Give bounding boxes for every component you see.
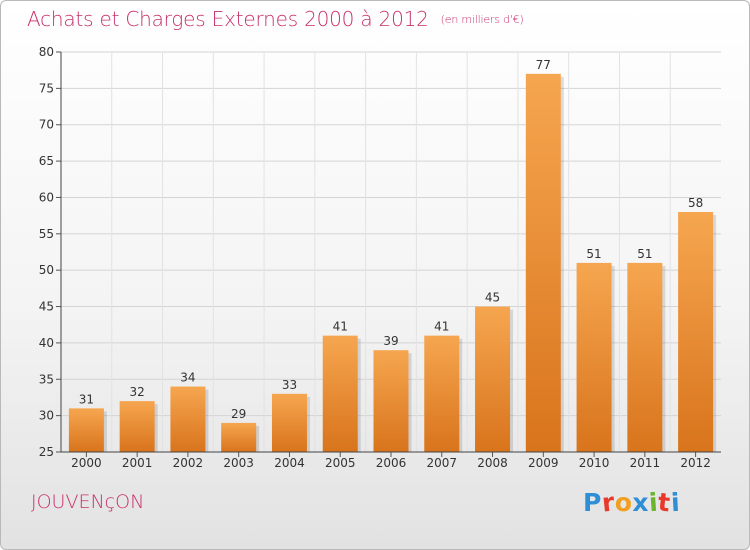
bar-2012 — [678, 212, 714, 452]
bar-2011 — [627, 262, 663, 452]
x-tick-label: 2002 — [173, 456, 204, 470]
x-tick-label: 2004 — [274, 456, 305, 470]
bar-2005 — [322, 335, 358, 452]
logo-letter: P — [583, 488, 602, 517]
data-label: 77 — [536, 58, 551, 72]
y-tick-label: 35 — [39, 372, 54, 386]
axes — [56, 51, 721, 457]
x-tick-label: 2005 — [325, 456, 356, 470]
town-name: JOUVENçON — [31, 491, 145, 513]
y-tick-label: 50 — [39, 263, 54, 277]
x-tick-label: 2006 — [376, 456, 407, 470]
bar-2010 — [576, 262, 612, 452]
x-tick-label: 2012 — [680, 456, 711, 470]
logo-letter: x — [632, 488, 649, 517]
bar-2003 — [221, 422, 257, 452]
bars — [68, 73, 714, 453]
x-tick-label: 2009 — [528, 456, 559, 470]
y-tick-label: 75 — [39, 81, 54, 95]
x-tick-label: 2000 — [71, 456, 102, 470]
y-tick-label: 55 — [39, 227, 54, 241]
logo-letter: o — [613, 487, 634, 518]
data-label: 41 — [333, 320, 348, 334]
data-label: 34 — [180, 371, 195, 385]
proxiti-logo: Proxiti — [583, 487, 681, 518]
data-label: 33 — [282, 378, 297, 392]
y-tick-label: 45 — [39, 300, 54, 314]
data-label: 45 — [485, 291, 500, 305]
x-tick-label: 2001 — [122, 456, 153, 470]
y-tick-label: 70 — [39, 118, 54, 132]
y-tick-label: 30 — [39, 409, 54, 423]
bar-2001 — [119, 401, 155, 452]
data-label: 31 — [79, 392, 94, 406]
data-label: 41 — [434, 320, 449, 334]
data-label: 29 — [231, 407, 246, 421]
x-tick-label: 2008 — [477, 456, 508, 470]
data-label: 58 — [688, 196, 703, 210]
y-tick-label: 60 — [39, 190, 54, 204]
x-tick-label: 2010 — [579, 456, 610, 470]
y-tick-label: 65 — [39, 154, 54, 168]
data-label: 51 — [586, 247, 601, 261]
bar-2007 — [424, 335, 460, 452]
data-label: 39 — [383, 334, 398, 348]
chart-subtitle: (en milliers d'€) — [440, 13, 524, 26]
bar-2009 — [525, 73, 561, 453]
bar-2008 — [475, 306, 511, 452]
bar-2004 — [271, 393, 307, 452]
bar-2002 — [170, 386, 206, 452]
x-tick-label: 2003 — [223, 456, 254, 470]
data-label: 32 — [130, 385, 145, 399]
bar-2006 — [373, 350, 409, 452]
y-tick-label: 25 — [39, 445, 54, 459]
data-label: 51 — [637, 247, 652, 261]
logo-letter: i — [669, 487, 681, 518]
y-tick-label: 80 — [39, 45, 54, 59]
bar-2000 — [68, 408, 104, 452]
x-tick-label: 2007 — [426, 456, 457, 470]
x-tick-label: 2011 — [630, 456, 661, 470]
y-tick-label: 40 — [39, 336, 54, 350]
chart-title: Achats et Charges Externes 2000 à 2012 — [27, 7, 429, 31]
chart-title-block: Achats et Charges Externes 2000 à 2012 (e… — [27, 7, 524, 31]
labels: 25 30 35 40 45 50 55 60 65 70 75 80 31 2000 32 2001 34 20… — [39, 45, 711, 470]
